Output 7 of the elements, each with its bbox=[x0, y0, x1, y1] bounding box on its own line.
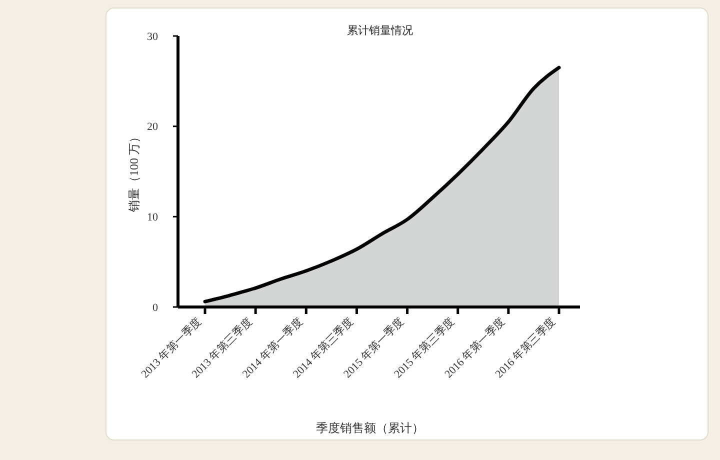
chart-title: 累计销量情况 bbox=[347, 24, 413, 37]
x-axis-title: 季度销售额（累计） bbox=[316, 421, 424, 435]
y-tick-label: 20 bbox=[147, 121, 158, 134]
y-tick-label: 0 bbox=[152, 302, 158, 314]
y-tick-label: 10 bbox=[147, 212, 158, 224]
y-axis-title: 销量（100 万） bbox=[127, 131, 141, 213]
y-tick-label: 30 bbox=[147, 30, 158, 43]
